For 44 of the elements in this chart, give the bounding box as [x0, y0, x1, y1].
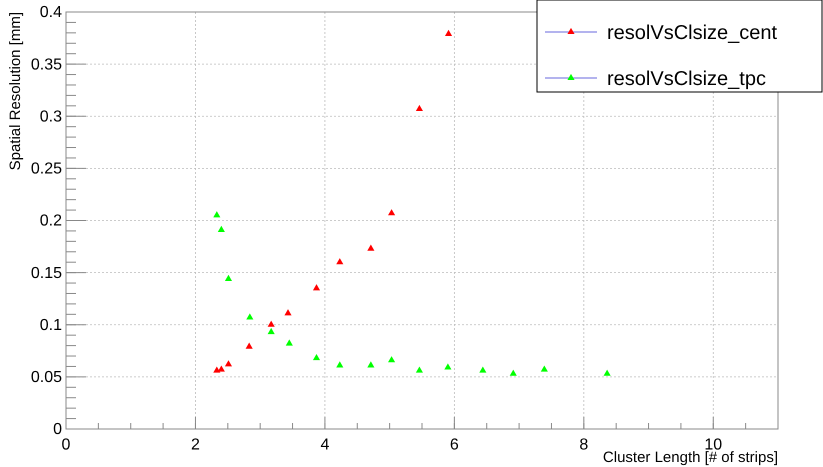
point	[312, 354, 320, 360]
x-tick-label: 2	[191, 436, 200, 454]
x-tick-label: 8	[579, 436, 588, 454]
point	[284, 309, 292, 316]
point	[510, 370, 517, 376]
y-tick-label: 0.35	[30, 56, 62, 74]
y-tick-label: 0.25	[30, 160, 62, 178]
point	[336, 361, 344, 368]
y-tick-label: 0.4	[40, 4, 62, 22]
point	[218, 365, 225, 372]
legend-label: resolVsClsize_cent	[607, 22, 778, 44]
point	[213, 211, 220, 218]
x-axis-title: Cluster Length [# of strips]	[602, 449, 778, 466]
point	[268, 320, 275, 327]
point	[388, 356, 396, 362]
point	[218, 226, 225, 232]
point	[312, 284, 320, 290]
y-tick-label: 0.05	[30, 368, 62, 386]
point	[367, 361, 374, 368]
point	[444, 363, 452, 370]
point	[416, 366, 423, 373]
y-tick-label: 0.15	[30, 264, 62, 282]
point	[479, 366, 486, 373]
y-axis-title: Spatial Resolution [mm]	[7, 12, 24, 170]
point	[246, 342, 253, 349]
point	[224, 360, 232, 366]
point	[388, 209, 396, 216]
point	[224, 274, 232, 281]
point	[444, 30, 452, 36]
point	[246, 313, 254, 320]
y-tick-label: 0.3	[40, 108, 62, 126]
point	[604, 370, 611, 376]
point	[367, 244, 374, 251]
legend-label: resolVsClsize_tpc	[607, 68, 766, 90]
point	[268, 328, 275, 334]
x-tick-label: 4	[320, 436, 330, 454]
point	[336, 258, 344, 264]
y-tick-label: 0.1	[40, 316, 62, 334]
y-tick-label: 0.2	[40, 212, 62, 230]
point	[540, 365, 548, 372]
y-tick-label: 0	[53, 421, 62, 438]
x-tick-label: 6	[450, 436, 459, 454]
point	[286, 339, 293, 346]
point	[416, 104, 423, 112]
